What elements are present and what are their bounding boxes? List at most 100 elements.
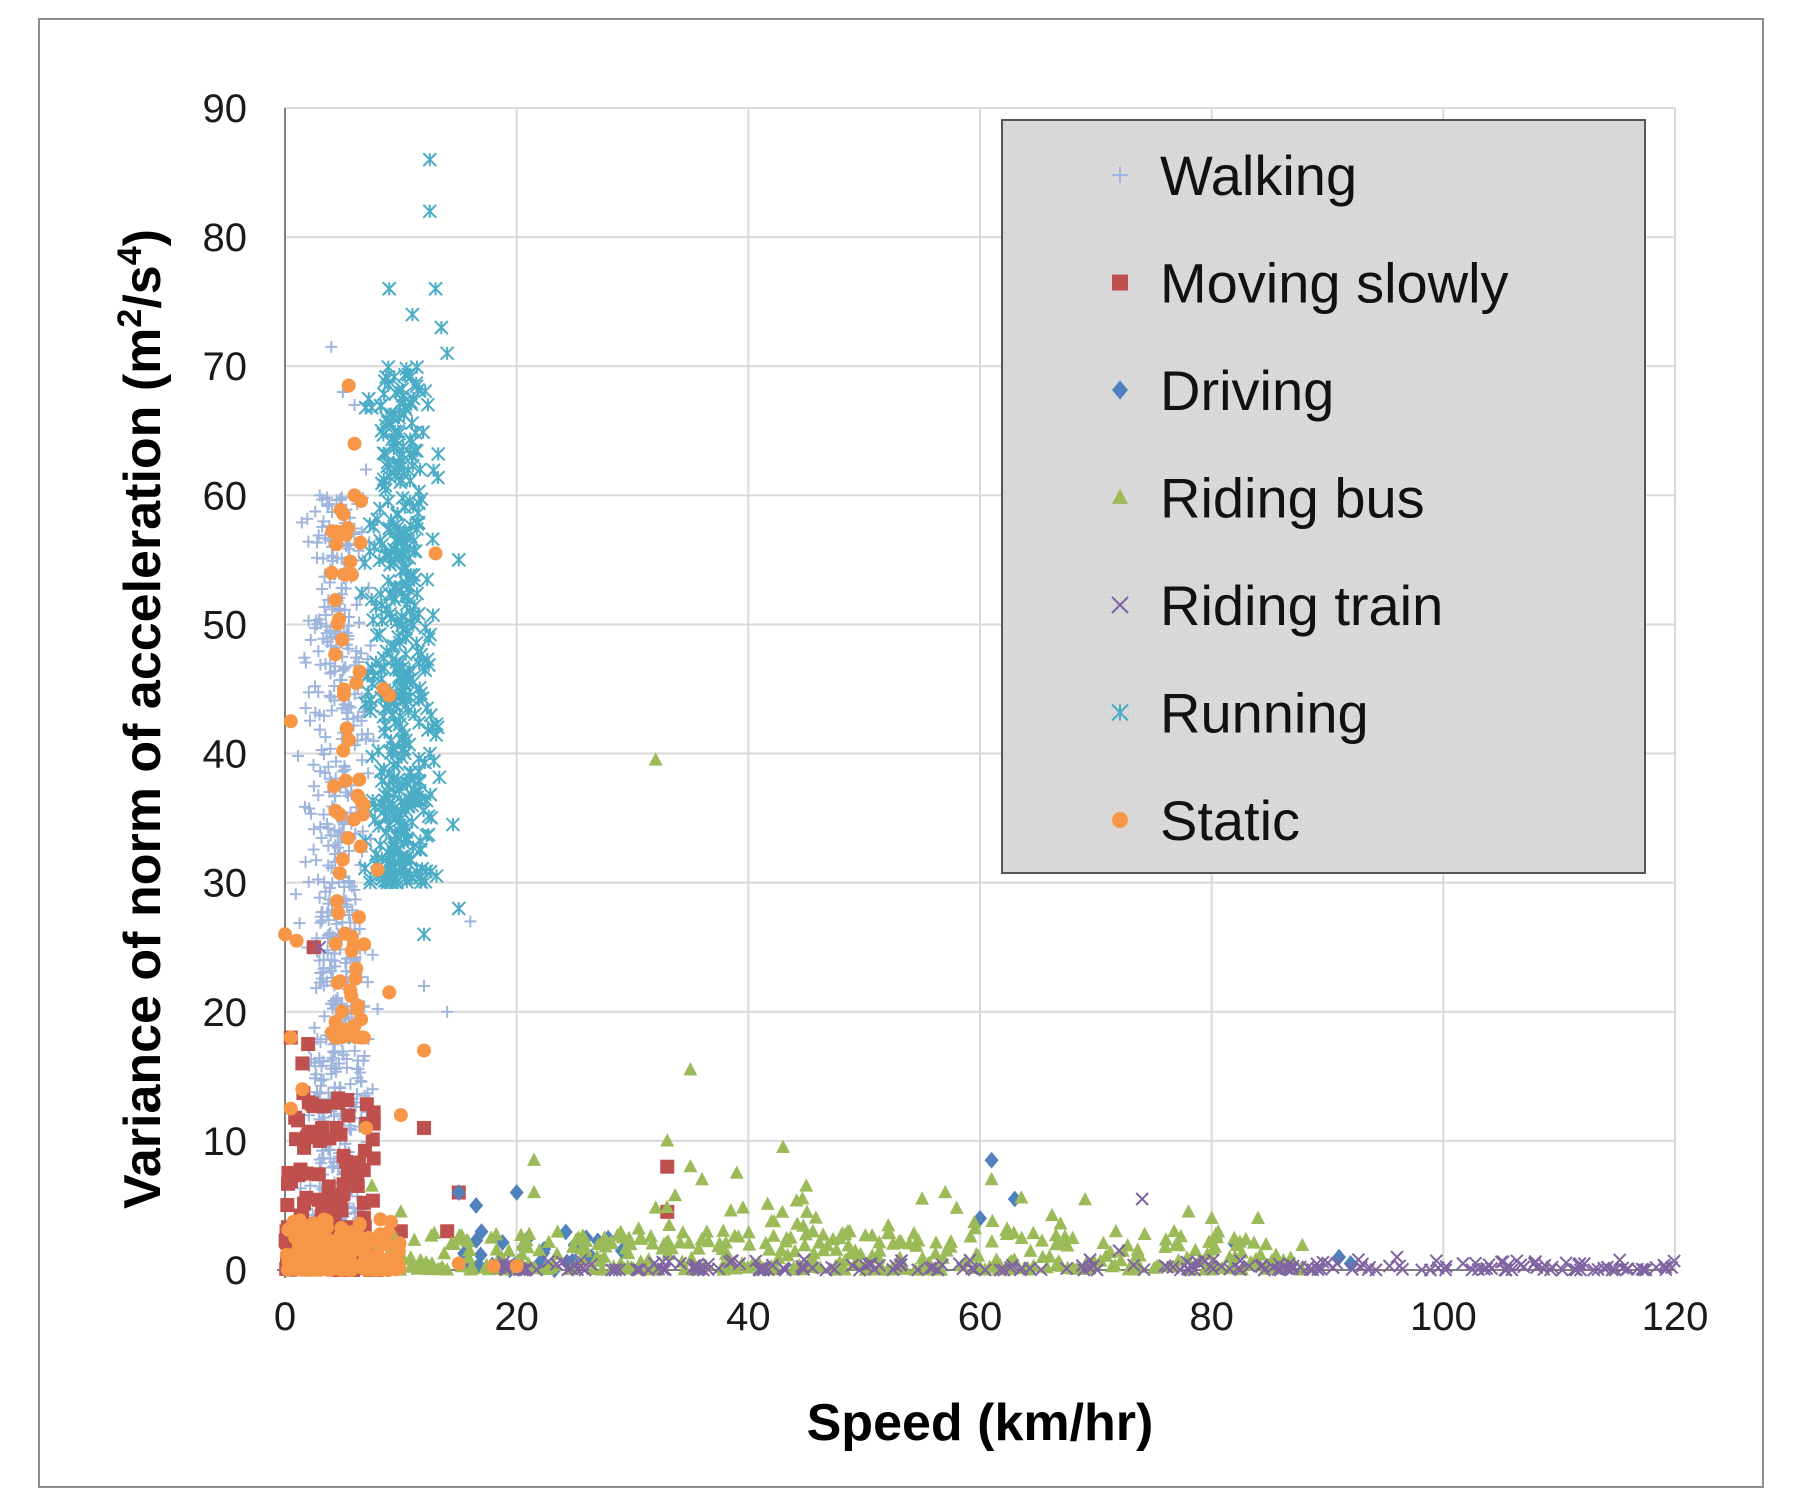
data-point <box>296 1196 311 1211</box>
data-point <box>316 583 329 596</box>
data-point <box>441 1005 454 1018</box>
data-point <box>314 1259 329 1274</box>
data-point <box>349 1224 364 1239</box>
legend-marker <box>1111 703 1129 722</box>
data-point <box>602 1235 617 1250</box>
data-point <box>301 1127 316 1142</box>
data-point <box>452 1231 467 1245</box>
data-point <box>1484 1261 1499 1276</box>
data-point <box>353 839 368 854</box>
data-point <box>326 877 339 890</box>
data-point <box>1214 1259 1229 1274</box>
data-point <box>605 1263 619 1277</box>
data-point <box>425 531 440 547</box>
data-point <box>307 823 320 836</box>
data-point <box>1251 1210 1265 1224</box>
data-point <box>1559 1256 1573 1270</box>
data-point <box>326 1161 339 1174</box>
data-point <box>333 1236 348 1251</box>
data-point <box>381 573 396 589</box>
data-point <box>395 490 410 506</box>
data-point <box>615 1230 630 1244</box>
data-point <box>1065 1230 1080 1245</box>
data-point <box>928 1235 943 1249</box>
data-point <box>902 1236 917 1250</box>
data-point <box>325 549 338 562</box>
legend-marker <box>1112 812 1128 828</box>
data-point <box>357 861 373 876</box>
data-point <box>312 645 325 658</box>
data-point <box>645 1236 660 1250</box>
y-axis-title: Variance of norm of acceleration (m2/s4) <box>111 229 172 1209</box>
data-point <box>321 499 334 512</box>
data-point <box>984 1171 999 1186</box>
data-point <box>1285 1262 1300 1276</box>
data-point <box>371 1003 384 1016</box>
data-point <box>308 1021 321 1034</box>
data-point <box>325 1067 338 1080</box>
data-point <box>320 1235 335 1250</box>
data-point <box>656 1255 670 1269</box>
data-point <box>424 719 440 734</box>
x-tick-label: 0 <box>274 1295 296 1339</box>
data-point <box>1530 1260 1544 1275</box>
data-point <box>295 1056 310 1071</box>
data-point <box>532 1242 547 1257</box>
data-point <box>393 1204 408 1218</box>
data-point <box>1600 1260 1615 1274</box>
data-point <box>304 633 317 646</box>
data-point <box>387 424 403 439</box>
data-point <box>633 1230 648 1245</box>
data-point <box>283 1030 298 1045</box>
legend-item-static: Static <box>1112 789 1300 852</box>
data-point <box>1130 1242 1145 1256</box>
data-point <box>387 519 402 534</box>
data-point <box>417 755 433 770</box>
data-point <box>1180 1250 1195 1264</box>
data-point <box>563 1261 578 1275</box>
data-point <box>353 591 366 604</box>
data-point <box>339 721 354 736</box>
data-point <box>301 1037 316 1052</box>
data-point <box>280 1198 295 1213</box>
data-point <box>411 496 427 511</box>
data-point <box>416 803 431 818</box>
data-point <box>317 709 330 722</box>
data-point <box>727 1228 742 1242</box>
data-point <box>364 1178 379 1192</box>
data-point <box>394 472 409 488</box>
y-tick-label: 90 <box>203 87 248 131</box>
data-point <box>325 704 338 717</box>
data-point <box>1112 1243 1126 1258</box>
data-point <box>351 910 366 925</box>
data-point <box>760 1196 775 1210</box>
data-point <box>298 651 311 664</box>
data-point <box>322 760 335 773</box>
data-point <box>319 608 332 621</box>
data-point <box>428 281 443 296</box>
legend-label: Riding train <box>1160 574 1443 637</box>
data-point <box>549 1257 564 1271</box>
data-point <box>325 524 340 539</box>
data-point <box>348 971 363 986</box>
data-point <box>641 1263 655 1277</box>
data-point <box>1135 1192 1149 1206</box>
data-point <box>295 516 308 529</box>
data-point <box>342 619 355 632</box>
data-point <box>429 868 444 884</box>
data-point <box>351 790 366 805</box>
data-point <box>317 808 330 821</box>
data-point <box>379 644 394 659</box>
data-point <box>328 593 343 608</box>
data-point <box>1465 1263 1479 1277</box>
data-point <box>324 742 337 755</box>
data-point <box>345 929 360 944</box>
data-point <box>699 1224 714 1238</box>
data-point <box>658 1262 672 1277</box>
data-point <box>463 1262 478 1276</box>
data-point <box>317 1099 332 1114</box>
data-point <box>393 1108 408 1123</box>
data-point <box>683 1159 698 1173</box>
data-point <box>1126 1258 1141 1272</box>
